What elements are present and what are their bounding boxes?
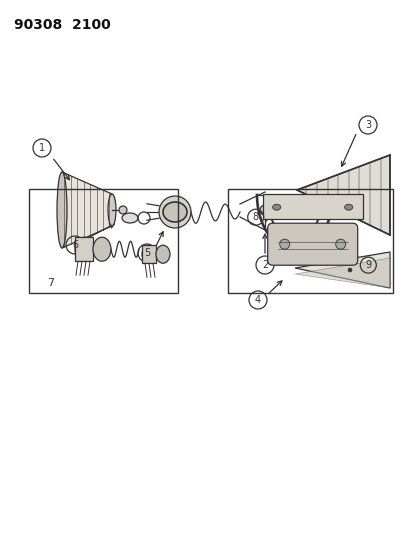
Ellipse shape	[142, 245, 156, 263]
Ellipse shape	[156, 245, 170, 263]
Ellipse shape	[75, 237, 93, 261]
Bar	[75, 237, 93, 261]
Circle shape	[259, 205, 269, 215]
Text: 2: 2	[261, 260, 268, 270]
Text: 7: 7	[47, 278, 55, 288]
Ellipse shape	[272, 204, 280, 210]
Ellipse shape	[93, 237, 111, 261]
Text: 9: 9	[364, 260, 370, 270]
Circle shape	[335, 239, 345, 249]
Circle shape	[119, 206, 127, 214]
Text: 1: 1	[39, 143, 45, 153]
Ellipse shape	[122, 213, 138, 223]
Ellipse shape	[163, 202, 187, 222]
Text: 5: 5	[144, 248, 150, 258]
Bar	[227, 189, 392, 293]
Polygon shape	[294, 258, 389, 288]
Text: 4: 4	[254, 295, 261, 305]
Text: 8: 8	[252, 212, 258, 222]
Circle shape	[279, 239, 289, 249]
Polygon shape	[62, 172, 112, 248]
Polygon shape	[296, 155, 389, 235]
Ellipse shape	[57, 172, 67, 248]
Polygon shape	[294, 252, 389, 288]
Circle shape	[347, 268, 351, 272]
Text: 90308  2100: 90308 2100	[14, 18, 111, 32]
Ellipse shape	[108, 194, 116, 226]
Circle shape	[287, 196, 295, 204]
Bar	[262, 194, 362, 219]
Bar	[29, 189, 178, 293]
Ellipse shape	[344, 204, 352, 210]
Bar	[142, 245, 156, 263]
FancyBboxPatch shape	[267, 223, 357, 265]
Circle shape	[159, 196, 190, 228]
Text: 6: 6	[72, 240, 78, 250]
Text: 3: 3	[364, 120, 370, 130]
